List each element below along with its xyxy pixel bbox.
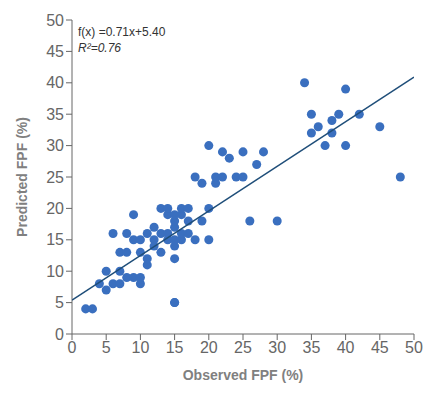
svg-text:45: 45 xyxy=(371,339,389,356)
svg-text:Observed FPF (%): Observed FPF (%) xyxy=(183,367,304,383)
html-text:f(x) =0.71x+5.40: f(x) =0.71x+5.40 xyxy=(78,25,166,39)
svg-text:25: 25 xyxy=(234,339,252,356)
svg-text:25: 25 xyxy=(46,169,64,186)
svg-text:20: 20 xyxy=(46,200,64,217)
svg-text:Predicted FPF (%): Predicted FPF (%) xyxy=(14,117,30,237)
svg-text:5: 5 xyxy=(102,339,111,356)
html-text:R²=0.76: R²=0.76 xyxy=(78,41,121,55)
svg-text:40: 40 xyxy=(337,339,355,356)
svg-text:0: 0 xyxy=(55,326,64,343)
svg-text:30: 30 xyxy=(268,339,286,356)
svg-text:10: 10 xyxy=(46,263,64,280)
svg-text:50: 50 xyxy=(46,12,64,29)
svg-text:15: 15 xyxy=(166,339,184,356)
svg-text:45: 45 xyxy=(46,43,64,60)
svg-text:35: 35 xyxy=(46,106,64,123)
svg-text:20: 20 xyxy=(200,339,218,356)
svg-text:40: 40 xyxy=(46,74,64,91)
svg-text:15: 15 xyxy=(46,231,64,248)
svg-text:35: 35 xyxy=(303,339,321,356)
svg-text:50: 50 xyxy=(405,339,423,356)
svg-text:10: 10 xyxy=(132,339,150,356)
svg-text:5: 5 xyxy=(55,294,64,311)
svg-text:0: 0 xyxy=(68,339,77,356)
svg-text:30: 30 xyxy=(46,137,64,154)
